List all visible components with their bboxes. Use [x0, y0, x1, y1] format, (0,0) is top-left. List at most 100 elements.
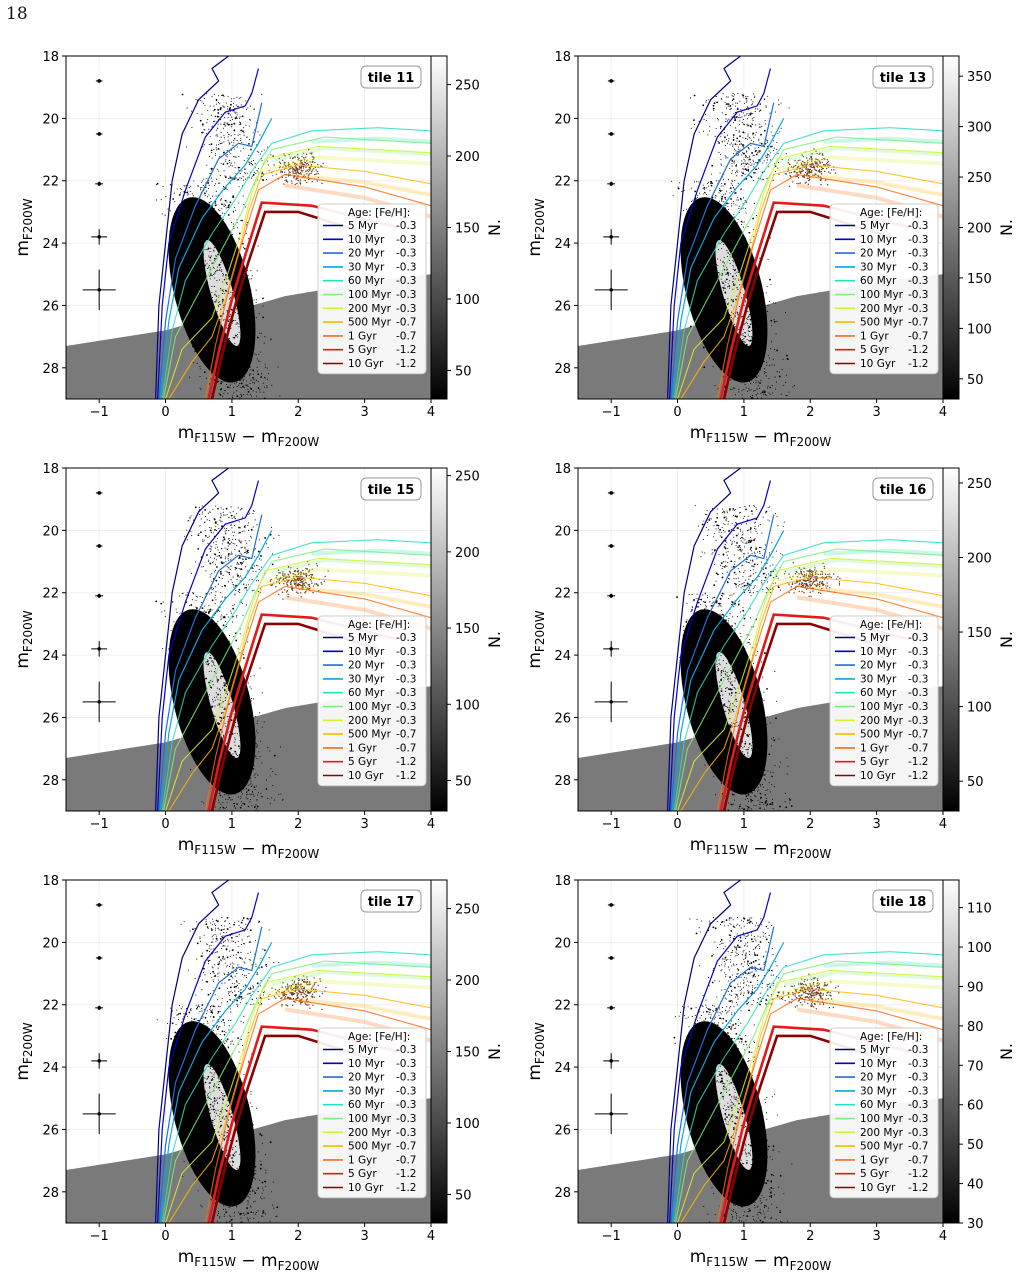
star-point: [753, 117, 754, 118]
star-point: [210, 229, 211, 230]
star-point: [228, 214, 230, 216]
star-point: [243, 180, 244, 181]
star-point: [716, 128, 717, 129]
star-point: [222, 543, 223, 544]
star-point: [232, 397, 233, 398]
star-point: [214, 268, 215, 269]
star-point: [774, 319, 775, 320]
legend-age: 20 Myr: [860, 248, 897, 260]
star-point: [211, 782, 212, 783]
star-point: [247, 774, 248, 775]
clump-point: [303, 157, 304, 158]
star-point: [733, 134, 735, 136]
star-point: [762, 331, 763, 332]
star-point: [237, 349, 238, 350]
star-point: [719, 272, 720, 273]
legend-feh: -1.2: [908, 344, 929, 356]
star-point: [203, 254, 204, 255]
star-point: [212, 126, 213, 127]
star-point: [214, 217, 215, 218]
star-point: [244, 303, 245, 304]
star-point: [222, 260, 223, 261]
clump-point: [799, 159, 800, 160]
star-point: [193, 254, 194, 255]
error-bar-point: [98, 183, 101, 186]
star-point: [698, 181, 699, 182]
star-point: [187, 627, 188, 628]
star-point: [199, 662, 200, 663]
star-point: [253, 526, 254, 527]
star-point: [189, 289, 190, 290]
star-point: [257, 806, 259, 808]
star-point: [229, 319, 230, 320]
star-point: [758, 321, 759, 322]
star-point: [217, 311, 218, 312]
star-point: [724, 226, 725, 227]
star-point: [225, 126, 226, 127]
star-point: [197, 653, 198, 654]
star-point: [235, 539, 236, 540]
star-point: [185, 630, 186, 631]
star-point: [208, 350, 209, 351]
star-point: [214, 121, 215, 122]
star-point: [203, 288, 204, 289]
star-point: [182, 658, 183, 659]
star-point: [200, 340, 202, 342]
star-point: [730, 221, 731, 222]
clump-point: [806, 173, 807, 174]
star-point: [245, 173, 246, 174]
star-point: [249, 383, 250, 384]
star-point: [733, 161, 734, 162]
star-point: [231, 236, 232, 237]
star-point: [236, 273, 237, 274]
star-point: [263, 383, 264, 384]
star-point: [711, 174, 712, 175]
star-point: [218, 170, 219, 171]
star-point: [217, 699, 218, 700]
star-point: [233, 535, 234, 536]
star-point: [212, 263, 213, 264]
star-point: [206, 693, 207, 694]
star-point: [203, 730, 204, 731]
star-point: [256, 565, 257, 566]
star-point: [764, 99, 765, 100]
star-point: [248, 522, 249, 523]
star-point: [236, 579, 237, 580]
star-point: [728, 209, 729, 210]
star-point: [739, 306, 740, 307]
star-point: [206, 337, 207, 338]
star-point: [723, 201, 724, 202]
star-point: [205, 260, 206, 261]
star-point: [730, 187, 732, 189]
clump-point: [786, 153, 787, 154]
star-point: [224, 794, 225, 795]
star-point: [229, 176, 230, 177]
star-point: [207, 718, 208, 719]
star-point: [242, 386, 243, 387]
star-point: [734, 269, 736, 271]
star-point: [773, 302, 774, 303]
star-point: [227, 792, 229, 794]
star-point: [246, 356, 247, 357]
star-point: [236, 178, 237, 179]
star-point: [239, 383, 240, 384]
star-point: [237, 726, 238, 727]
star-point: [270, 154, 271, 155]
star-point: [247, 525, 248, 526]
star-point: [753, 356, 754, 357]
star-point: [721, 294, 722, 295]
star-point: [768, 154, 769, 155]
x-tick-label: 1: [228, 405, 236, 420]
star-point: [738, 199, 739, 200]
clump-point: [810, 166, 811, 167]
star-point: [232, 553, 233, 554]
star-point: [237, 147, 238, 148]
star-point: [248, 349, 249, 350]
star-point: [201, 101, 202, 102]
star-point: [760, 109, 761, 110]
star-point: [248, 775, 249, 776]
star-point: [244, 172, 245, 173]
clump-point: [297, 178, 298, 179]
star-point: [726, 191, 727, 192]
star-point: [236, 568, 237, 569]
